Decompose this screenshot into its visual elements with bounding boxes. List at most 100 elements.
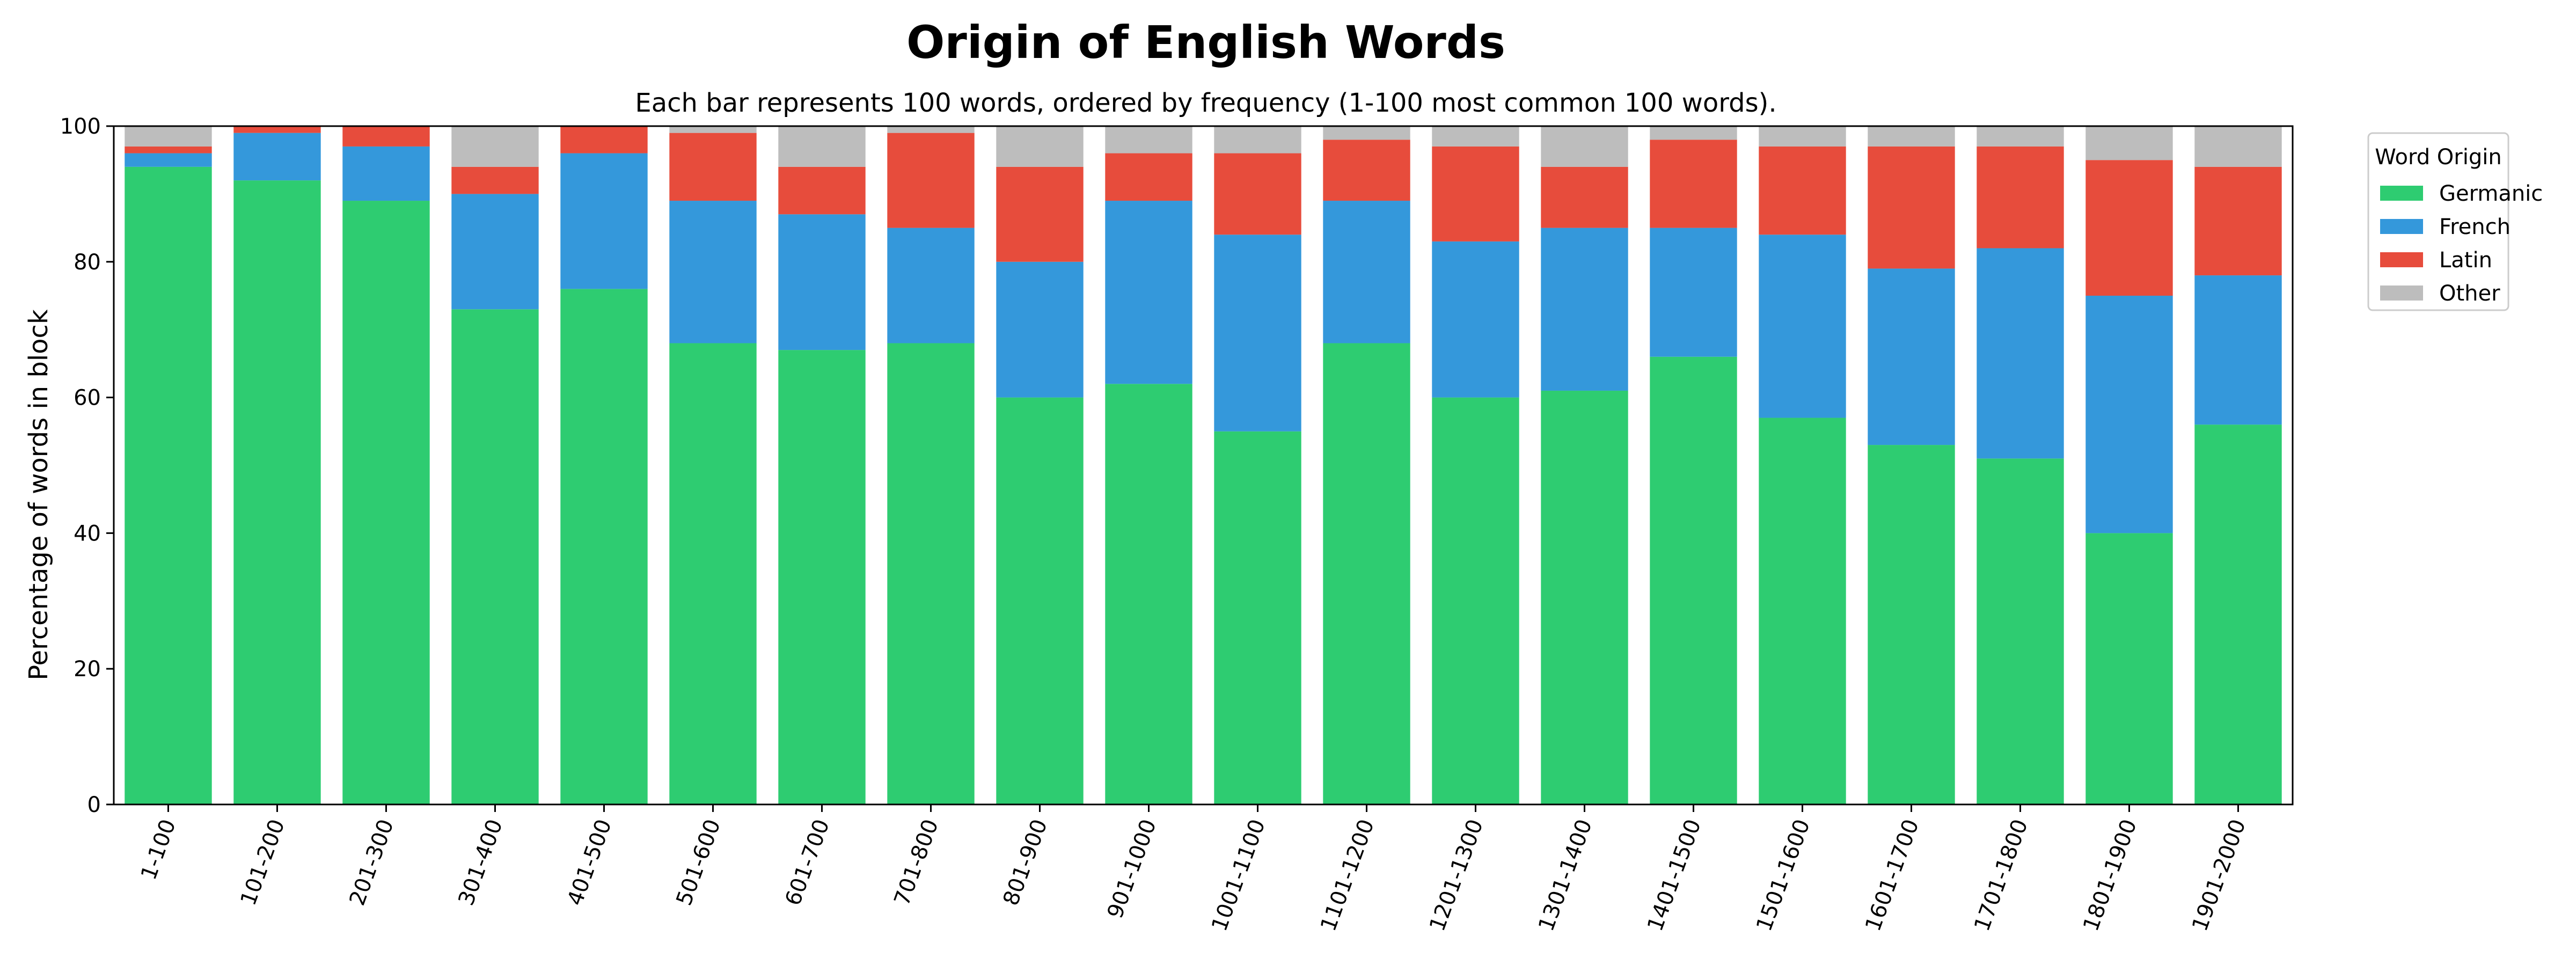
legend-swatch-latin [2380,252,2423,267]
bar-latin-1401-1500 [1650,140,1737,228]
bar-germanic-101-200 [233,180,321,804]
bar-latin-901-1000 [1105,153,1192,201]
x-tick-label: 1501-1600 [1752,816,1815,935]
bar-french-1401-1500 [1650,228,1737,357]
series-latin [125,126,2282,296]
x-tick-label: 1201-1300 [1425,816,1488,935]
bar-germanic-1801-1900 [2085,533,2173,804]
bar-latin-1601-1700 [1868,146,1955,269]
bar-latin-1101-1200 [1323,140,1410,201]
x-tick-label: 1-100 [136,816,181,883]
bar-latin-1501-1600 [1759,146,1846,235]
bar-germanic-201-300 [342,201,430,804]
bar-other-1001-1100 [1214,126,1301,153]
x-tick-label: 1301-1400 [1534,816,1597,935]
legend-label-other: Other [2439,281,2500,306]
series-french [125,133,2282,533]
bar-latin-1701-1800 [1977,146,2064,248]
bar-germanic-401-500 [560,289,648,804]
bar-other-1301-1400 [1541,126,1628,167]
bar-other-1701-1800 [1977,126,2064,147]
bar-other-701-800 [887,126,975,133]
bar-french-1201-1300 [1432,241,1519,398]
bar-germanic-501-600 [669,343,757,804]
x-tick-label: 501-600 [672,816,726,909]
bar-french-1601-1700 [1868,268,1955,445]
bar-french-1801-1900 [2085,296,2173,533]
series-germanic [125,166,2282,805]
x-tick-label: 301-400 [454,816,508,909]
x-tick-label: 801-900 [999,816,1052,909]
bar-other-1801-1900 [2085,126,2173,160]
legend-title: Word Origin [2375,145,2501,170]
bar-other-801-900 [996,126,1084,167]
bar-germanic-801-900 [996,397,1084,804]
bar-latin-1801-1900 [2085,160,2173,296]
y-tick-label: 0 [87,793,101,817]
bar-latin-1001-1100 [1214,153,1301,235]
x-ticks: 1-100 101-200 201-300 301-400 401-500 501-600… [136,804,2251,934]
bar-latin-201-300 [342,126,430,147]
bar-germanic-1201-1300 [1432,397,1519,804]
x-tick-label: 1801-1900 [2079,816,2142,935]
bar-germanic-601-700 [778,350,866,804]
bar-latin-701-800 [887,133,975,228]
y-tick-label: 40 [74,521,101,546]
y-tick-label: 60 [74,386,101,411]
bar-latin-1201-1300 [1432,146,1519,241]
bar-other-1901-2000 [2194,126,2282,167]
bar-other-1601-1700 [1868,126,1955,147]
bar-germanic-1501-1600 [1759,418,1846,804]
bar-other-1501-1600 [1759,126,1846,147]
bar-germanic-1601-1700 [1868,445,1955,804]
legend-swatch-french [2380,219,2423,234]
legend: Word Origin Germanic French Latin Other [2367,132,2543,311]
x-tick-label: 1701-1800 [1970,816,2033,935]
bar-french-801-900 [996,261,1084,398]
x-tick-label: 1901-2000 [2187,816,2251,935]
bar-germanic-1701-1800 [1977,458,2064,804]
bar-french-301-400 [451,194,539,310]
bar-germanic-1001-1100 [1214,431,1301,804]
bar-latin-101-200 [233,126,321,133]
x-tick-label: 201-300 [345,816,399,909]
x-tick-label: 1001-1100 [1207,816,1270,935]
x-tick-label: 401-500 [563,816,617,909]
axes-frame [113,125,2294,806]
bar-french-1001-1100 [1214,235,1301,431]
bar-other-501-600 [669,126,757,133]
bar-french-701-800 [887,228,975,343]
bar-germanic-901-1000 [1105,384,1192,804]
bar-french-1-100 [125,153,212,167]
y-axis-label: Percentage of words in block [24,309,54,680]
bar-latin-801-900 [996,166,1084,262]
chart-title: Origin of English Words [906,16,1505,69]
bar-latin-301-400 [451,166,539,194]
bar-latin-401-500 [560,126,648,153]
bar-germanic-1901-2000 [2194,425,2282,804]
bar-french-201-300 [342,146,430,201]
y-tick-label: 20 [74,657,101,682]
bar-germanic-1301-1400 [1541,390,1628,804]
x-tick-label: 1101-1200 [1316,816,1379,935]
bar-other-1101-1200 [1323,126,1410,140]
bar-other-901-1000 [1105,126,1192,153]
bar-french-1501-1600 [1759,235,1846,418]
x-tick-label: 701-800 [890,816,943,909]
y-tick-label: 100 [60,114,101,139]
bar-germanic-301-400 [451,309,539,804]
bar-other-601-700 [778,126,866,167]
bar-germanic-701-800 [887,343,975,804]
bar-latin-1901-2000 [2194,166,2282,276]
chart-subtitle: Each bar represents 100 words, ordered b… [635,88,1776,118]
legend-label-french: French [2439,215,2511,239]
bar-other-1201-1300 [1432,126,1519,147]
bar-french-1901-2000 [2194,275,2282,425]
bar-latin-501-600 [669,133,757,201]
bar-latin-1301-1400 [1541,166,1628,228]
bar-germanic-1-100 [125,166,212,805]
bar-french-601-700 [778,214,866,350]
x-tick-label: 1401-1500 [1643,816,1706,935]
legend-swatch-germanic [2380,186,2423,201]
